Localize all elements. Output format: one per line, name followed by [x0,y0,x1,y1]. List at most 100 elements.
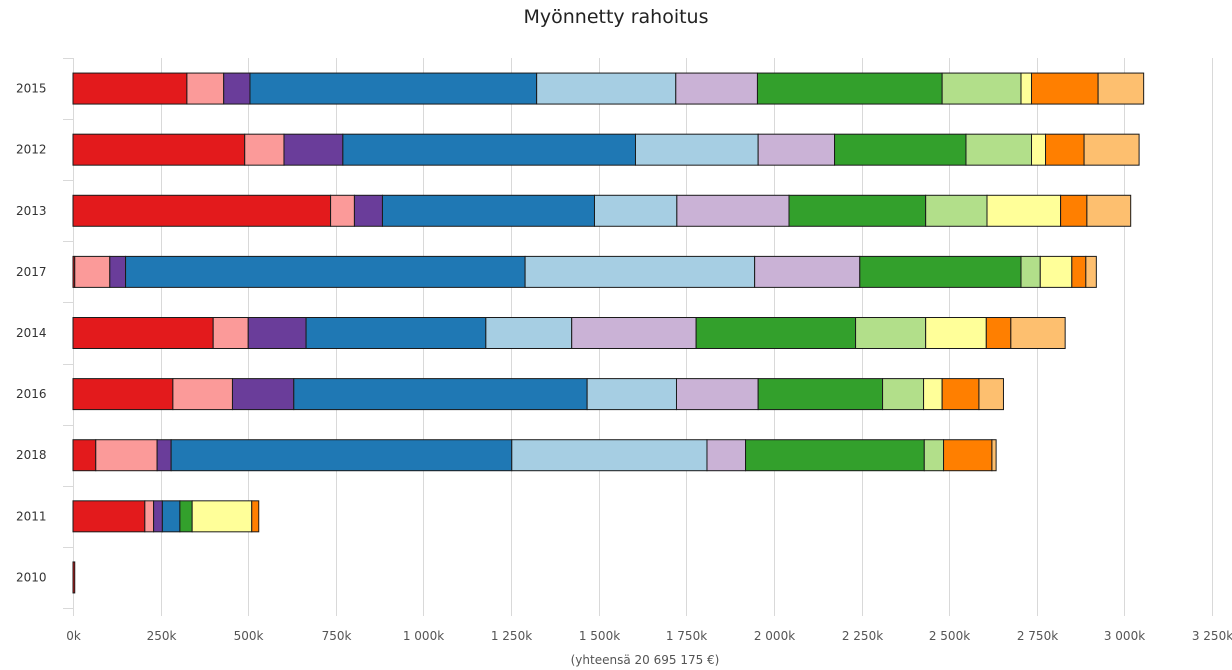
bar-segment [72,500,146,533]
bar-segment [1060,194,1088,227]
bar-segment [965,133,1033,166]
x-tick-label: 250k [147,629,177,643]
bar-segment [941,378,980,411]
bar-segment [153,500,163,533]
bar-segment [125,255,526,288]
bar-segment [72,439,97,472]
bar-segment [943,439,993,472]
bar-segment [381,194,595,227]
y-tick-label: 2010 [16,570,47,584]
x-tick-label: 2 250k [842,629,883,643]
bar-segment [941,72,1022,105]
x-tick-label: 1 250k [491,629,532,643]
x-tick-label: 1 000k [403,629,444,643]
x-tick-label: 2 750k [1017,629,1058,643]
bar-segment [985,317,1012,349]
bar-segment [231,378,295,411]
x-tick-label: 500k [234,629,264,643]
bar-segment [1039,255,1073,288]
x-tick-label: 0k [66,629,81,643]
bar-segment [978,378,1004,411]
bar-segment [330,194,355,227]
x-tick-label: 1 500k [579,629,620,643]
x-tick-label: 2 000k [754,629,795,643]
y-tick-label: 2013 [16,204,47,218]
bar-segment [756,72,943,105]
bar-segment [247,317,307,349]
bar-segment [675,72,758,105]
bar-segment [676,194,790,227]
bar-segment [524,255,756,288]
bar-segment [1083,133,1140,166]
bar-segment [72,194,332,227]
bar-segment [283,133,344,166]
y-tick-label: 2011 [16,509,47,523]
bars [72,72,1145,594]
bar-segment [1031,133,1047,166]
bar-segment [72,378,174,411]
x-tick-label: 2 500k [929,629,970,643]
bar-segment [72,72,188,105]
bar-segment [172,378,233,411]
bar-segment [882,378,925,411]
bar-segment [170,439,513,472]
bar-segment [511,439,708,472]
bar-segment [1020,72,1033,105]
bar-segment [72,317,214,349]
bar-segment [72,561,76,594]
bar-segment [186,72,225,105]
bar-segment [586,378,678,411]
bar-segment [706,439,747,472]
bar-segment [745,439,925,472]
x-tick-labels: 0k 250k 500k 750k 1 000k 1 250k 1 500k 1 750k 2 … [66,629,1232,643]
bar-segment [855,317,927,349]
bar-segment [754,255,861,288]
bar-segment [859,255,1022,288]
bar-segment [353,194,383,227]
bar-segment [788,194,927,227]
x-tick-label: 3 000k [1104,629,1145,643]
bar-segment [634,133,759,166]
bar-segment [72,133,246,166]
bar-segment [251,500,260,533]
bar-segment [991,439,997,472]
y-tick-labels: 2015 2012 2013 2017 2014 2016 2018 2011 2010 [16,82,47,585]
bar-segment [675,378,759,411]
bar-segment [191,500,253,533]
chart-title: Myönnetty rahoitus [523,6,709,28]
bar-segment [95,439,158,472]
bar-segment [212,317,249,349]
bar-segment [1085,255,1097,288]
y-tick-label: 2018 [16,448,47,462]
bar-segment [925,317,987,349]
bar-segment [305,317,487,349]
bar-segment [485,317,573,349]
bar-segment [223,72,251,105]
bar-segment [156,439,172,472]
bar-segment [342,133,636,166]
bar-segment [74,255,111,288]
bar-segment [1086,194,1132,227]
x-tick-label: 750k [322,629,352,643]
bar-segment [144,500,155,533]
bar-segment [1010,317,1066,349]
bar-segment [1045,133,1085,166]
bar-segment [179,500,193,533]
bar-segment [593,194,678,227]
bar-segment [1097,72,1145,105]
bar-segment [986,194,1062,227]
bar-segment [695,317,857,349]
bar-segment [757,133,836,166]
bar-segment [536,72,677,105]
y-tick-label: 2016 [16,387,47,401]
bar-segment [1020,255,1041,288]
y-tick-label: 2015 [16,82,47,96]
y-tick-label: 2014 [16,326,47,340]
x-axis-label: (yhteensä 20 695 175 €) [571,653,720,667]
bar-segment [923,439,945,472]
x-tick-label: 1 750k [666,629,707,643]
bar-segment [244,133,285,166]
bar-segment [109,255,127,288]
